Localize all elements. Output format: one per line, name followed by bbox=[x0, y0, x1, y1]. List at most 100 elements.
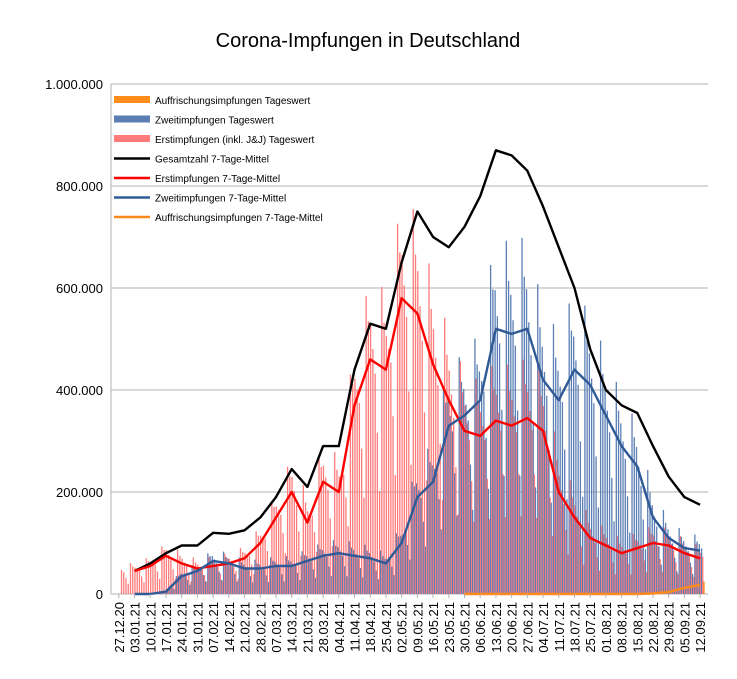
second-bar bbox=[310, 561, 312, 594]
second-bar bbox=[388, 559, 391, 594]
second-bar bbox=[357, 558, 359, 594]
second-bar bbox=[440, 529, 442, 594]
first-bar bbox=[702, 556, 704, 594]
x-tick-label: 11.04.21 bbox=[348, 602, 363, 652]
first-bar bbox=[455, 467, 457, 594]
second-bar bbox=[478, 371, 481, 594]
legend-entry: Erstimpfungen 7-Tage-Mittel bbox=[155, 174, 280, 185]
second-bar bbox=[573, 336, 575, 594]
second-bar bbox=[514, 345, 516, 594]
second-bar bbox=[245, 567, 247, 594]
second-bar bbox=[667, 529, 669, 594]
second-bar bbox=[512, 320, 514, 594]
first-bar bbox=[677, 574, 679, 594]
first-bar bbox=[381, 286, 383, 594]
second-bar bbox=[465, 404, 467, 594]
second-bar bbox=[191, 565, 193, 594]
first-bar bbox=[527, 391, 529, 594]
x-tick-label: 10.01.21 bbox=[143, 602, 158, 653]
second-bar bbox=[184, 575, 187, 594]
second-bar bbox=[424, 546, 427, 594]
second-bar bbox=[355, 554, 357, 594]
first-bar bbox=[302, 485, 304, 594]
first-bar bbox=[592, 536, 594, 594]
first-bar bbox=[185, 566, 188, 594]
first-bar bbox=[401, 255, 403, 595]
second-bar bbox=[501, 409, 503, 594]
x-tick-label: 22.08.21 bbox=[646, 602, 661, 653]
first-bar bbox=[174, 578, 177, 594]
second-bar bbox=[604, 388, 606, 594]
second-bar bbox=[676, 571, 678, 594]
second-bar bbox=[330, 576, 332, 594]
second-bar bbox=[216, 563, 218, 594]
second-bar bbox=[631, 413, 633, 594]
first-bar bbox=[188, 574, 190, 594]
first-bar bbox=[239, 547, 242, 594]
first-bar bbox=[325, 477, 327, 594]
second-bar bbox=[489, 265, 492, 594]
first-bar bbox=[313, 532, 316, 594]
first-bar bbox=[201, 569, 203, 594]
first-bar bbox=[439, 443, 441, 594]
first-bar bbox=[538, 368, 540, 594]
first-bar bbox=[277, 510, 280, 594]
gridlines bbox=[110, 83, 708, 595]
first-bar bbox=[632, 534, 634, 594]
first-bar bbox=[663, 527, 666, 594]
first-bar bbox=[233, 563, 235, 594]
x-tick-label: 18.04.21 bbox=[363, 602, 378, 653]
first-bar bbox=[392, 416, 394, 594]
first-bar bbox=[457, 514, 459, 594]
x-tick-label: 08.08.21 bbox=[615, 602, 630, 653]
second-bar bbox=[175, 576, 178, 594]
second-bar bbox=[451, 431, 454, 594]
first-bar bbox=[686, 551, 688, 594]
first-bar bbox=[545, 430, 547, 594]
second-bar bbox=[611, 477, 613, 594]
second-bar bbox=[182, 574, 184, 594]
first-bar bbox=[183, 562, 185, 594]
first-bar bbox=[228, 558, 230, 594]
first-bar bbox=[212, 561, 215, 594]
second-bar bbox=[373, 561, 375, 594]
first-bar bbox=[156, 571, 159, 594]
second-bar bbox=[211, 556, 213, 594]
second-bar bbox=[296, 572, 299, 594]
first-bar bbox=[322, 465, 325, 594]
first-bar bbox=[132, 566, 134, 594]
first-bar bbox=[266, 550, 269, 594]
second-bar bbox=[382, 556, 384, 594]
first-bar bbox=[152, 563, 154, 594]
first-bar bbox=[217, 566, 219, 594]
x-tick-label: 17.01.21 bbox=[159, 602, 174, 653]
x-tick-label: 30.05.21 bbox=[457, 602, 472, 653]
first-bar bbox=[453, 417, 455, 594]
second-bar bbox=[680, 536, 683, 594]
second-bar bbox=[213, 559, 216, 594]
first-bar bbox=[417, 271, 419, 594]
first-bar bbox=[540, 395, 542, 594]
first-bar bbox=[502, 474, 504, 594]
first-bar bbox=[244, 553, 246, 594]
second-bar bbox=[496, 316, 499, 594]
first-bar bbox=[230, 561, 233, 594]
second-bar bbox=[279, 567, 281, 594]
first-bar bbox=[338, 476, 340, 594]
first-bar bbox=[307, 511, 309, 594]
first-bar bbox=[257, 535, 260, 594]
second-bar bbox=[198, 568, 200, 594]
first-bar bbox=[208, 557, 210, 594]
x-tick-label: 28.03.21 bbox=[316, 602, 331, 653]
second-bar bbox=[662, 509, 665, 594]
first-bar bbox=[522, 359, 524, 594]
first-bar bbox=[385, 335, 387, 594]
y-tick-label: 800.000 bbox=[56, 179, 103, 194]
first-bar bbox=[251, 564, 253, 594]
first-bar bbox=[399, 252, 401, 594]
first-bar bbox=[246, 554, 248, 594]
first-bar bbox=[280, 514, 282, 594]
first-bar bbox=[470, 481, 473, 594]
second-bar bbox=[256, 563, 258, 594]
first-bar bbox=[145, 558, 147, 594]
